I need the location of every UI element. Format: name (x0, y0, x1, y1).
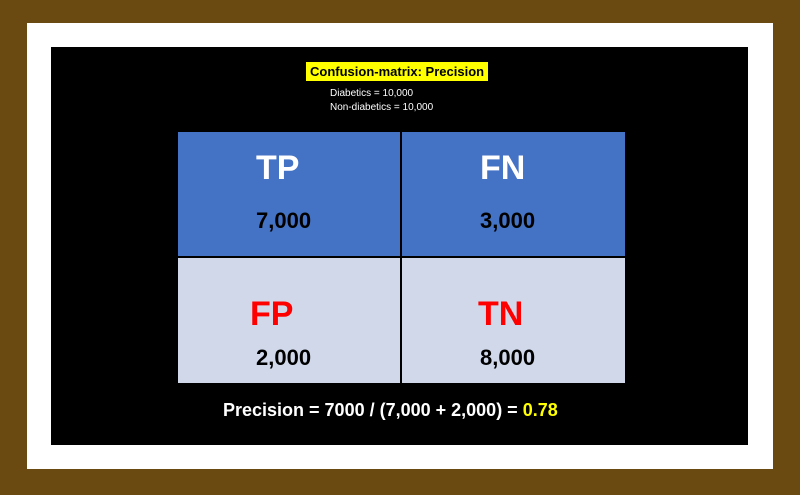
slide-title: Confusion-matrix: Precision (306, 62, 489, 81)
cell-false-positive: FP 2,000 (178, 258, 400, 383)
slide-frame: Confusion-matrix: Precision Diabetics = … (27, 23, 773, 469)
fn-value: 3,000 (480, 208, 536, 233)
class-counts: Diabetics = 10,000 Non-diabetics = 10,00… (330, 87, 433, 115)
slide: Confusion-matrix: Precision Diabetics = … (51, 47, 748, 445)
tp-value: 7,000 (256, 208, 312, 233)
precision-result: 0.78 (522, 400, 558, 420)
tn-label: TN (478, 295, 524, 333)
tp-label: TP (256, 149, 300, 187)
fp-label: FP (250, 295, 294, 333)
diabetics-count: Diabetics = 10,000 (330, 88, 414, 99)
cell-false-negative: FN 3,000 (402, 132, 625, 256)
formula-text: Precision = 7000 / (7,000 + 2,000) = (223, 400, 523, 420)
fp-value: 2,000 (256, 345, 312, 370)
confusion-matrix: TP 7,000 FN 3,000 FP 2,000 TN 8,000 (178, 132, 625, 383)
non-diabetics-count: Non-diabetics = 10,000 (330, 102, 434, 113)
precision-formula: Precision = 7000 / (7,000 + 2,000) = 0.7… (223, 399, 558, 421)
cell-true-negative: TN 8,000 (402, 258, 625, 383)
tn-value: 8,000 (480, 345, 536, 370)
fn-label: FN (480, 149, 526, 187)
cell-true-positive: TP 7,000 (178, 132, 400, 256)
